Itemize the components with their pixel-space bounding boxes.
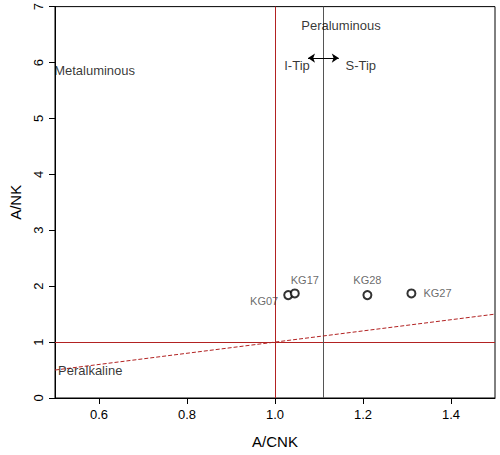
svg-text:0.6: 0.6 bbox=[90, 407, 108, 422]
svg-text:A/CNK: A/CNK bbox=[252, 433, 298, 450]
svg-text:1.2: 1.2 bbox=[354, 407, 372, 422]
svg-text:7: 7 bbox=[31, 3, 46, 10]
svg-text:0.8: 0.8 bbox=[178, 407, 196, 422]
svg-text:5: 5 bbox=[31, 115, 46, 122]
svg-text:Peraluminous: Peraluminous bbox=[301, 18, 381, 33]
svg-text:0: 0 bbox=[31, 394, 46, 401]
svg-text:1.0: 1.0 bbox=[266, 407, 284, 422]
svg-text:1: 1 bbox=[31, 338, 46, 345]
svg-text:A/NK: A/NK bbox=[7, 185, 24, 220]
svg-text:KG27: KG27 bbox=[423, 287, 451, 299]
svg-text:S-Tip: S-Tip bbox=[346, 58, 377, 73]
svg-text:2: 2 bbox=[31, 283, 46, 290]
svg-text:KG28: KG28 bbox=[353, 274, 381, 286]
svg-text:4: 4 bbox=[31, 171, 46, 178]
svg-text:1.4: 1.4 bbox=[442, 407, 460, 422]
svg-text:6: 6 bbox=[31, 59, 46, 66]
svg-text:KG17: KG17 bbox=[291, 274, 319, 286]
svg-text:I-Tip: I-Tip bbox=[284, 58, 310, 73]
svg-text:Peralkaline: Peralkaline bbox=[58, 363, 122, 378]
svg-text:3: 3 bbox=[31, 227, 46, 234]
svg-text:KG07: KG07 bbox=[250, 295, 278, 307]
svg-text:Metaluminous: Metaluminous bbox=[54, 63, 135, 78]
